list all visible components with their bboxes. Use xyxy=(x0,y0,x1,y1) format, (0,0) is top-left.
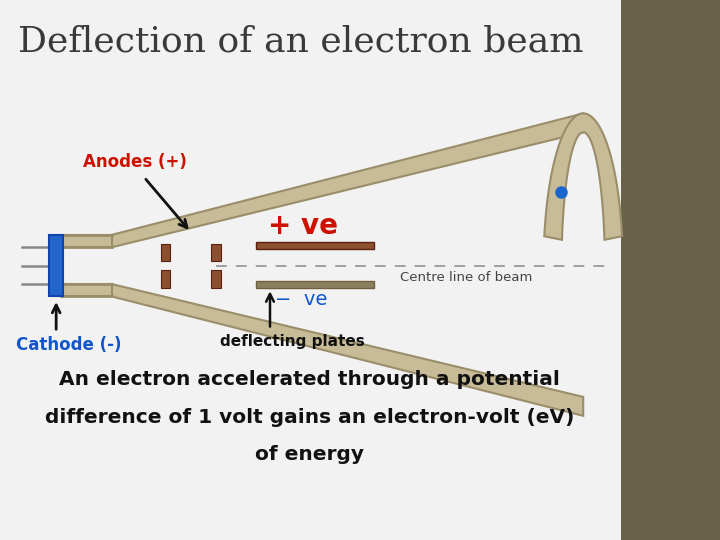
Text: Cathode (-): Cathode (-) xyxy=(16,335,122,354)
Polygon shape xyxy=(61,284,112,296)
Bar xyxy=(212,244,220,261)
Polygon shape xyxy=(112,284,583,416)
Bar xyxy=(161,244,170,261)
Text: difference of 1 volt gains an electron-volt (eV): difference of 1 volt gains an electron-v… xyxy=(45,408,575,427)
Polygon shape xyxy=(544,113,622,240)
Text: Centre line of beam: Centre line of beam xyxy=(400,271,532,284)
Polygon shape xyxy=(621,0,720,540)
Text: deflecting plates: deflecting plates xyxy=(220,334,364,349)
Bar xyxy=(49,235,63,296)
Polygon shape xyxy=(61,235,112,247)
Text: An electron accelerated through a potential: An electron accelerated through a potent… xyxy=(59,370,560,389)
Polygon shape xyxy=(112,113,583,247)
Text: −  ve: − ve xyxy=(275,290,328,309)
Text: + ve: + ve xyxy=(268,212,338,240)
Text: Deflection of an electron beam: Deflection of an electron beam xyxy=(18,24,583,58)
Bar xyxy=(161,270,170,288)
Text: of energy: of energy xyxy=(255,446,364,464)
Bar xyxy=(256,242,374,249)
Bar xyxy=(256,281,374,288)
Bar xyxy=(212,270,220,288)
Text: Anodes (+): Anodes (+) xyxy=(83,153,186,171)
